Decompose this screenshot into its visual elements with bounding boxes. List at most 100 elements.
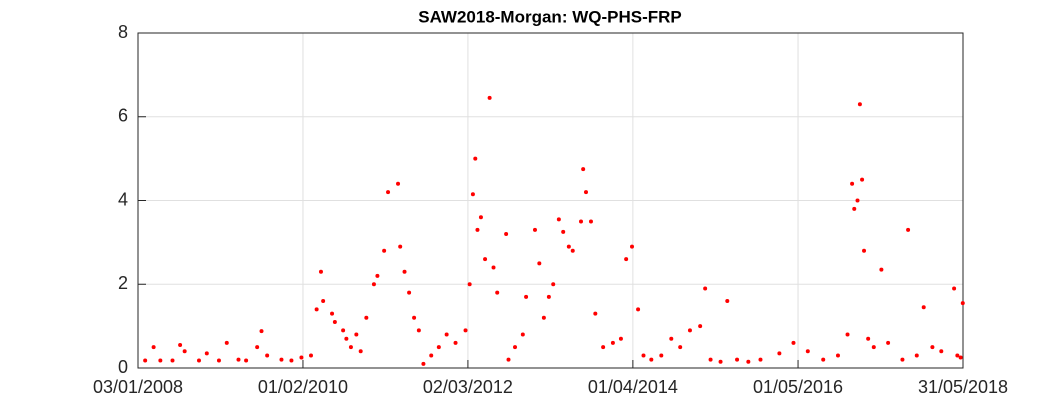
point [204,351,209,356]
point [857,102,862,107]
point [354,332,359,337]
y-tick-label: 4 [118,189,128,209]
chart-title: SAW2018-Morgan: WQ-PHS-FRP [418,7,682,26]
point [475,227,480,232]
point [513,345,518,350]
point [158,358,163,363]
point [332,319,337,324]
point [601,345,606,350]
point [182,349,187,354]
point [725,299,730,303]
point [318,269,323,274]
point [610,340,615,345]
point [678,345,683,350]
point [551,282,556,287]
point [581,167,586,172]
point [546,294,551,299]
point [289,358,294,363]
point [382,248,387,253]
point [618,336,623,341]
point [791,340,796,345]
point [491,265,496,270]
point [955,353,960,358]
point [588,219,593,224]
point [630,244,635,249]
point [735,357,740,362]
x-tick-label: 01/05/2016 [753,377,843,397]
point [341,328,346,333]
point [255,345,260,350]
point [805,349,810,354]
point [371,282,376,287]
point [532,227,537,232]
point [845,332,850,337]
point [593,311,598,316]
x-tick-label: 03/01/2008 [93,377,183,397]
point [537,261,542,266]
point [718,359,723,364]
point [900,357,905,362]
point [506,357,511,362]
point [321,299,326,303]
point [886,340,891,345]
point [178,342,183,347]
point [487,95,492,100]
point [952,286,957,291]
point [556,217,561,222]
point [396,181,401,186]
point [170,358,175,363]
x-tick-label: 31/05/2018 [918,377,1008,397]
point [879,267,884,272]
y-tick-label: 6 [118,106,128,126]
point [541,315,546,320]
point [855,198,860,203]
y-tick-label: 8 [118,22,128,42]
point [453,340,458,345]
point [244,358,249,363]
point [259,329,264,334]
point [421,361,426,366]
point [583,190,588,195]
point [358,349,363,354]
point [906,227,911,232]
point [398,244,403,249]
point [375,273,380,278]
point [308,353,313,358]
point [687,328,692,333]
y-tick-label: 0 [118,357,128,377]
point [862,248,867,253]
point [698,324,703,329]
point [348,345,353,350]
point [216,358,221,363]
point [416,328,421,333]
point [821,357,826,362]
y-tick-label: 2 [118,273,128,293]
axes-box [137,32,964,369]
point [566,244,571,249]
point [236,357,241,362]
x-tick-label: 02/03/2012 [423,377,513,397]
point [669,336,674,341]
point [570,248,575,253]
point [364,315,369,320]
point [520,332,525,337]
point [860,177,865,182]
point [850,181,855,186]
point [708,357,713,362]
point [871,345,876,350]
point [504,232,509,236]
point [914,353,919,358]
point [402,269,407,274]
point [429,353,434,358]
point [835,353,840,358]
point [866,336,871,341]
point [279,357,284,362]
point [151,345,156,350]
point [852,206,857,211]
point [407,290,412,295]
point [330,311,335,316]
point [143,358,148,363]
point [939,349,944,354]
point [483,257,488,262]
point [921,305,926,310]
